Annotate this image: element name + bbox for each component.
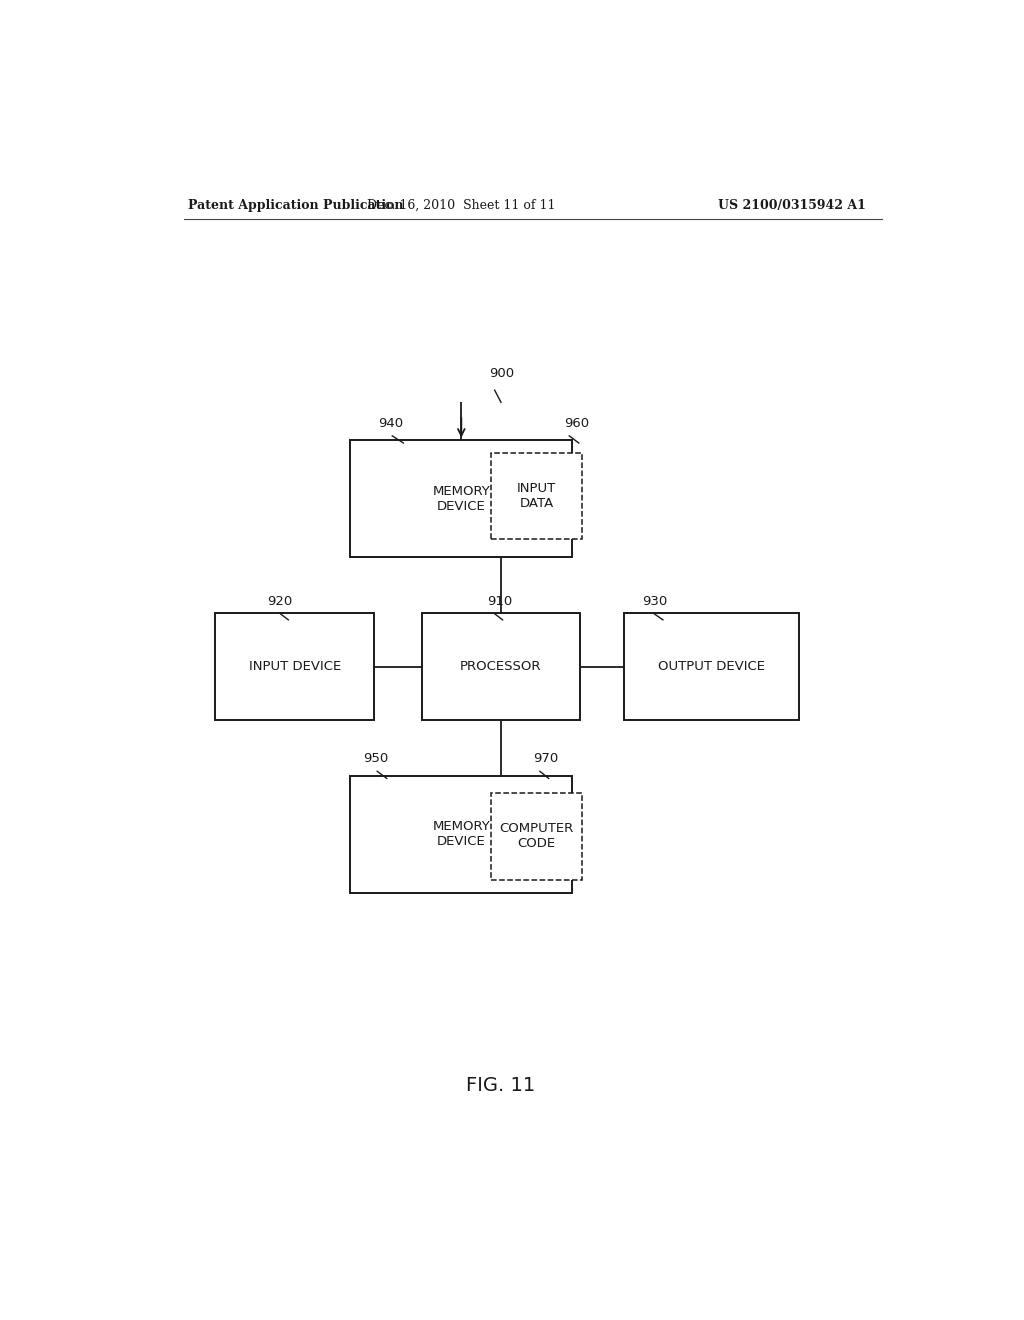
Text: 920: 920 <box>267 594 292 607</box>
Text: Dec. 16, 2010  Sheet 11 of 11: Dec. 16, 2010 Sheet 11 of 11 <box>367 198 556 211</box>
Bar <box>422 614 581 719</box>
Text: 950: 950 <box>362 752 388 766</box>
Text: 960: 960 <box>563 417 589 430</box>
Bar <box>350 776 572 892</box>
Bar <box>492 453 583 539</box>
Text: 900: 900 <box>489 367 514 380</box>
Text: OUTPUT DEVICE: OUTPUT DEVICE <box>657 660 765 673</box>
Bar <box>350 441 572 557</box>
Text: 940: 940 <box>378 417 403 430</box>
Text: COMPUTER
CODE: COMPUTER CODE <box>500 822 573 850</box>
Text: 930: 930 <box>642 594 668 607</box>
Text: 970: 970 <box>532 752 558 766</box>
Text: MEMORY
DEVICE: MEMORY DEVICE <box>432 820 490 849</box>
Text: PROCESSOR: PROCESSOR <box>460 660 542 673</box>
Bar <box>215 614 374 719</box>
Text: INPUT DEVICE: INPUT DEVICE <box>249 660 341 673</box>
Bar <box>624 614 799 719</box>
Bar <box>492 793 583 879</box>
Text: US 2100/0315942 A1: US 2100/0315942 A1 <box>718 198 866 211</box>
Text: MEMORY
DEVICE: MEMORY DEVICE <box>432 484 490 513</box>
Text: Patent Application Publication: Patent Application Publication <box>187 198 403 211</box>
Text: 910: 910 <box>487 594 513 607</box>
Text: FIG. 11: FIG. 11 <box>466 1076 536 1094</box>
Text: INPUT
DATA: INPUT DATA <box>517 482 556 510</box>
